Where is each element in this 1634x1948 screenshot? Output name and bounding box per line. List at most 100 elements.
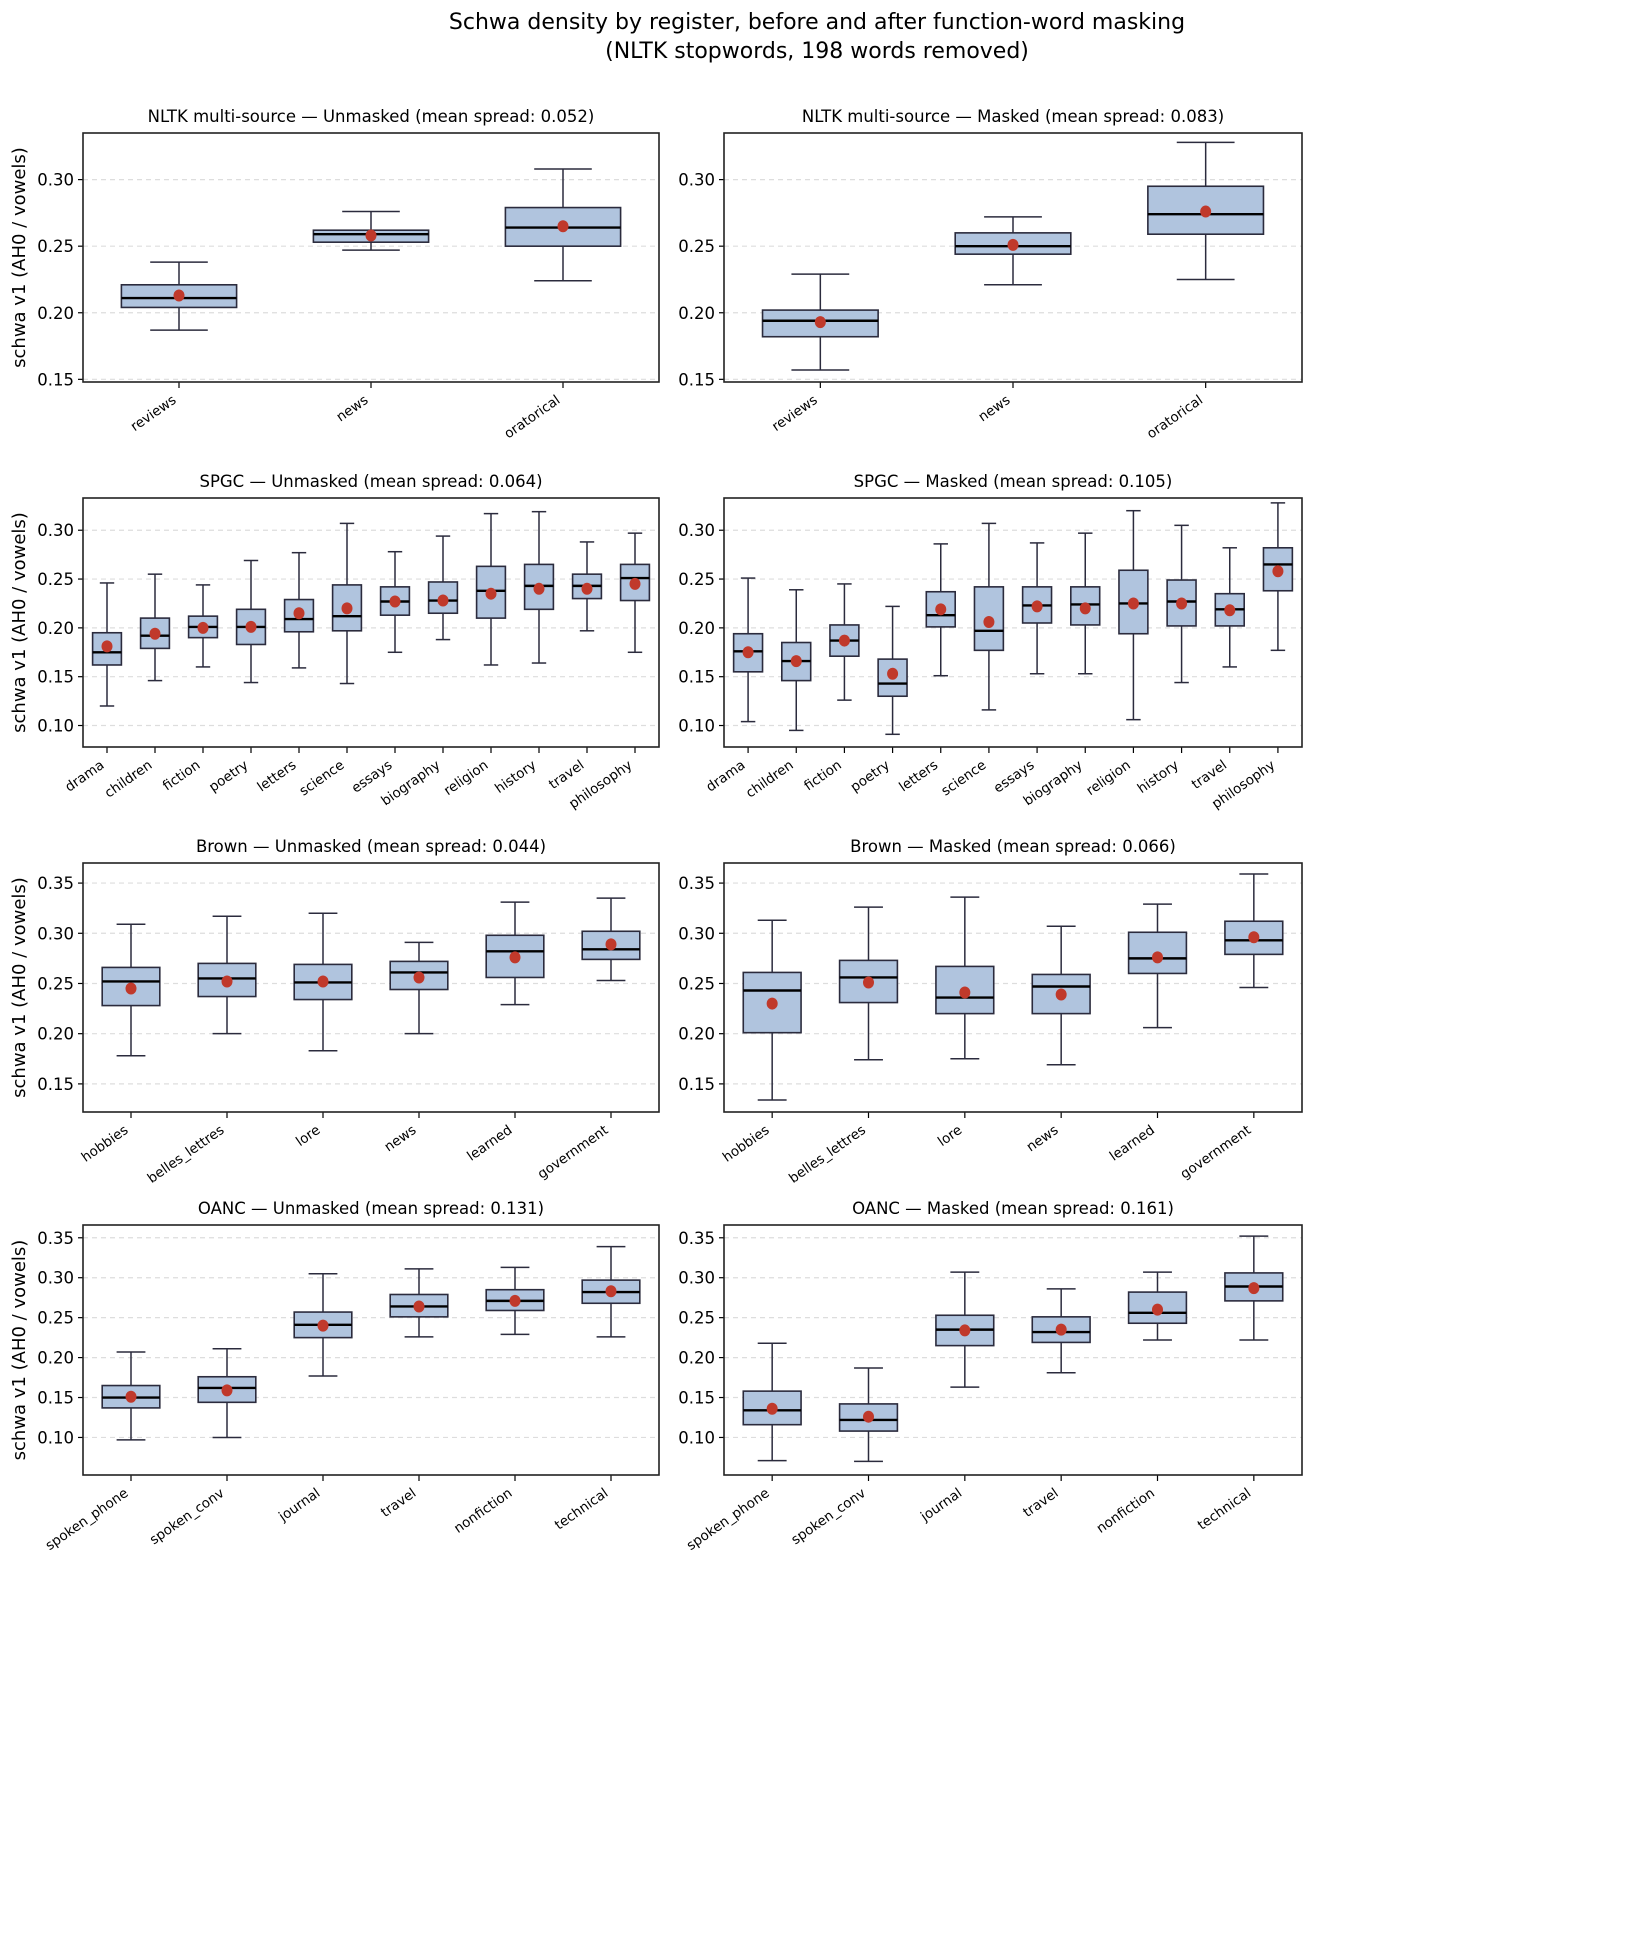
mean-marker — [413, 1300, 425, 1313]
box-iqr — [197, 962, 257, 998]
panel-title: Brown — Unmasked (mean spread: 0.044) — [196, 837, 546, 856]
y-tick-label: 0.15 — [37, 1075, 74, 1094]
axes-frame — [723, 497, 1303, 748]
x-tick-label: reviews — [128, 392, 180, 435]
y-tick-label: 0.25 — [678, 974, 715, 993]
x-tick-label: news — [975, 392, 1013, 425]
x-tick-label: hobbies — [720, 1122, 773, 1166]
x-tick-label: technical — [552, 1485, 611, 1533]
x-tick-label: history — [492, 757, 539, 797]
mean-marker — [959, 1324, 971, 1337]
box-reviews — [761, 273, 879, 371]
y-tick-label: 0.30 — [37, 521, 74, 540]
box-drama — [732, 577, 764, 723]
y-tick-label: 0.10 — [37, 1428, 74, 1447]
y-axis-label: schwa v1 (AH0 / vowels) — [9, 512, 30, 733]
mean-marker — [245, 620, 257, 633]
y-tick-label: 0.25 — [678, 1309, 715, 1328]
panel-7: 0.10 0.15 0.20 0.25 0.30 0.35 spoken_phone spok… — [9, 1199, 660, 1554]
mean-marker — [605, 938, 617, 951]
box-fiction — [829, 583, 860, 701]
mean-marker — [1152, 951, 1163, 964]
y-axis-label: schwa v1 (AH0 / vowels) — [9, 877, 30, 1098]
box-iqr — [761, 309, 879, 338]
x-tick-label: learned — [1107, 1122, 1158, 1164]
box-travel — [1031, 1288, 1091, 1374]
box-iqr — [427, 581, 459, 615]
mean-marker — [557, 220, 569, 233]
y-tick-label: 0.30 — [37, 924, 74, 943]
panel-1: 0.15 0.20 0.25 0.30 reviews news oratorical NLT… — [9, 107, 660, 442]
y-tick-label: 0.15 — [37, 668, 74, 687]
box-iqr — [91, 631, 123, 666]
y-axis-label: schwa v1 (AH0 / vowels) — [9, 147, 30, 368]
panel-title: SPGC — Unmasked (mean spread: 0.064) — [199, 472, 542, 491]
box-spoken_conv — [197, 1348, 257, 1439]
box-philosophy — [1262, 502, 1294, 652]
box-government — [1224, 873, 1284, 989]
mean-marker — [173, 289, 185, 302]
figure-title-line2: (NLTK stopwords, 198 words removed) — [605, 39, 1029, 64]
box-news — [312, 210, 430, 251]
x-tick-label: government — [535, 1122, 612, 1182]
y-tick-label: 0.20 — [37, 619, 74, 638]
box-biography — [427, 535, 459, 641]
mean-marker — [485, 587, 497, 600]
box-history — [1166, 524, 1197, 684]
y-tick-label: 0.25 — [37, 237, 74, 256]
y-tick-label: 0.25 — [37, 974, 74, 993]
box-reviews — [120, 261, 238, 331]
mean-marker — [509, 951, 521, 964]
mean-marker — [509, 1294, 521, 1307]
mean-marker — [863, 1410, 874, 1423]
box-belles_lettres — [197, 915, 257, 1035]
axes-frame — [82, 497, 660, 748]
x-tick-label: spoken_conv — [147, 1485, 227, 1548]
mean-marker — [125, 982, 137, 995]
box-lore — [293, 912, 353, 1052]
mean-marker — [149, 627, 161, 640]
x-tick-label: government — [1178, 1122, 1255, 1182]
x-tick-label: travel — [1189, 757, 1230, 793]
y-tick-label: 0.30 — [37, 171, 74, 190]
x-tick-label: lore — [293, 1122, 323, 1150]
x-tick-label: technical — [1195, 1485, 1254, 1533]
box-oratorical — [504, 168, 622, 282]
x-tick-label: travel — [378, 1485, 419, 1521]
y-tick-label: 0.10 — [678, 717, 715, 736]
mean-marker — [221, 975, 233, 988]
mean-marker — [863, 976, 874, 989]
panel-title: NLTK multi-source — Masked (mean spread:… — [802, 107, 1224, 126]
x-tick-label: spoken_phone — [43, 1485, 132, 1554]
mean-marker — [983, 616, 995, 629]
mean-marker — [1007, 238, 1019, 251]
mean-marker — [959, 986, 971, 999]
figure-title-line1: Schwa density by register, before and af… — [448, 10, 1186, 35]
y-tick-label: 0.30 — [678, 1269, 715, 1288]
mean-marker — [935, 603, 947, 616]
x-tick-label: lore — [935, 1122, 965, 1150]
y-tick-label: 0.35 — [678, 874, 715, 893]
panel-title: NLTK multi-source — Unmasked (mean sprea… — [148, 107, 595, 126]
mean-marker — [1272, 565, 1284, 578]
mean-marker — [766, 997, 778, 1010]
box-nonfiction — [1127, 1271, 1188, 1341]
y-tick-label: 0.20 — [37, 304, 74, 323]
box-fiction — [187, 584, 219, 668]
x-tick-label: travel — [546, 757, 587, 793]
x-tick-label: belles_lettres — [786, 1122, 869, 1187]
x-tick-label: letters — [254, 757, 299, 795]
box-hobbies — [101, 923, 161, 1057]
mean-marker — [766, 1402, 778, 1415]
y-tick-label: 0.30 — [37, 1269, 74, 1288]
x-tick-label: oratorical — [501, 392, 563, 442]
x-tick-label: nonfiction — [1094, 1485, 1158, 1537]
y-tick-label: 0.15 — [37, 1389, 74, 1408]
x-tick-label: letters — [896, 757, 941, 795]
box-learned — [485, 901, 545, 1006]
x-tick-label: news — [333, 392, 371, 425]
y-tick-label: 0.15 — [678, 1389, 715, 1408]
y-tick-label: 0.30 — [678, 521, 715, 540]
x-tick-label: fiction — [801, 757, 844, 794]
mean-marker — [341, 602, 353, 615]
